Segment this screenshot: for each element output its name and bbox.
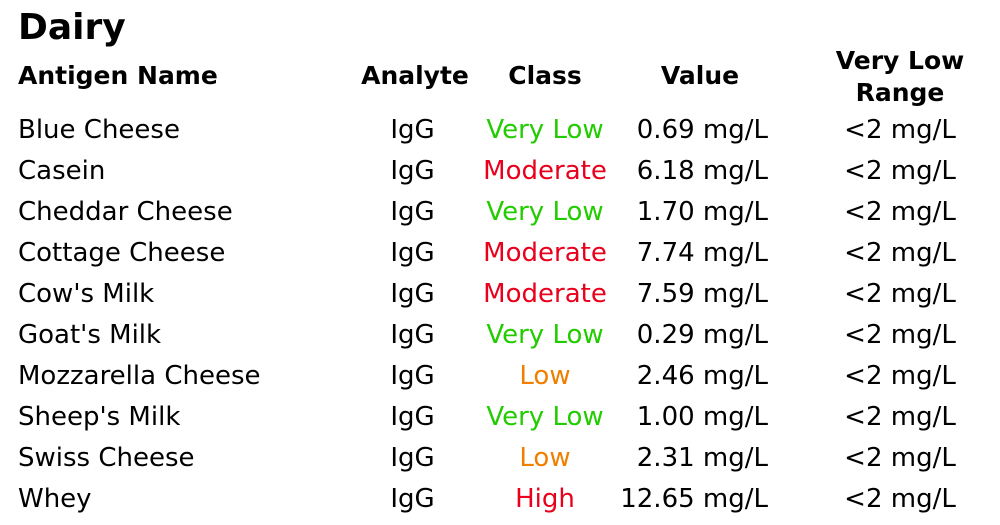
header-analyte: Analyte [361,61,469,90]
header-class: Class [508,61,582,90]
analyte-cell: IgG [390,197,435,227]
header-range-line2: Range [855,78,945,107]
class-cell: Moderate [483,279,607,309]
class-cell: Low [519,361,571,391]
table-row: Casein IgG Moderate 6.18 mg/L <2 mg/L [0,151,1000,192]
value-cell: 12.65 mg/L [620,484,768,514]
table-row: Sheep's Milk IgG Very Low 1.00 mg/L <2 m… [0,397,1000,438]
table-row: Goat's Milk IgG Very Low 0.29 mg/L <2 mg… [0,315,1000,356]
results-table-body: Blue Cheese IgG Very Low 0.69 mg/L <2 mg… [0,110,1000,520]
class-cell: Very Low [486,115,604,145]
analyte-cell: IgG [390,279,435,309]
range-cell: <2 mg/L [844,484,956,514]
antigen-name-cell: Sheep's Milk [18,402,181,432]
analyte-cell: IgG [390,156,435,186]
analyte-cell: IgG [390,361,435,391]
antigen-name-cell: Cheddar Cheese [18,197,233,227]
analyte-cell: IgG [390,238,435,268]
class-cell: High [515,484,575,514]
value-cell: 7.74 mg/L [636,238,768,268]
antigen-name-cell: Swiss Cheese [18,443,195,473]
analyte-cell: IgG [390,320,435,350]
range-cell: <2 mg/L [844,115,956,145]
header-range-line1: Very Low [835,46,965,75]
antigen-name-cell: Cottage Cheese [18,238,226,268]
range-cell: <2 mg/L [844,197,956,227]
value-cell: 0.29 mg/L [636,320,768,350]
range-cell: <2 mg/L [844,320,956,350]
table-row: Mozzarella Cheese IgG Low 2.46 mg/L <2 m… [0,356,1000,397]
analyte-cell: IgG [390,115,435,145]
range-cell: <2 mg/L [844,156,956,186]
value-cell: 6.18 mg/L [636,156,768,186]
antigen-name-cell: Casein [18,156,106,186]
class-cell: Very Low [486,402,604,432]
table-row: Cottage Cheese IgG Moderate 7.74 mg/L <2… [0,233,1000,274]
antigen-name-cell: Cow's Milk [18,279,155,309]
header-very-low-range: Very Low Range [810,45,990,109]
antigen-name-cell: Whey [18,484,92,514]
class-cell: Low [519,443,571,473]
value-cell: 0.69 mg/L [636,115,768,145]
range-cell: <2 mg/L [844,279,956,309]
range-cell: <2 mg/L [844,361,956,391]
antigen-name-cell: Mozzarella Cheese [18,361,261,391]
table-row: Swiss Cheese IgG Low 2.31 mg/L <2 mg/L [0,438,1000,479]
range-cell: <2 mg/L [844,402,956,432]
value-cell: 7.59 mg/L [636,279,768,309]
table-row: Cow's Milk IgG Moderate 7.59 mg/L <2 mg/… [0,274,1000,315]
table-row: Whey IgG High 12.65 mg/L <2 mg/L [0,479,1000,520]
value-cell: 2.31 mg/L [636,443,768,473]
antigen-name-cell: Blue Cheese [18,115,180,145]
antigen-name-cell: Goat's Milk [18,320,162,350]
class-cell: Moderate [483,156,607,186]
header-antigen-name: Antigen Name [18,61,218,90]
class-cell: Moderate [483,238,607,268]
analyte-cell: IgG [390,443,435,473]
class-cell: Very Low [486,197,604,227]
value-cell: 2.46 mg/L [636,361,768,391]
table-row: Blue Cheese IgG Very Low 0.69 mg/L <2 mg… [0,110,1000,151]
section-title: Dairy [18,7,126,48]
range-cell: <2 mg/L [844,238,956,268]
value-cell: 1.70 mg/L [636,197,768,227]
analyte-cell: IgG [390,484,435,514]
range-cell: <2 mg/L [844,443,956,473]
table-row: Cheddar Cheese IgG Very Low 1.70 mg/L <2… [0,192,1000,233]
analyte-cell: IgG [390,402,435,432]
header-value: Value [660,61,740,90]
class-cell: Very Low [486,320,604,350]
value-cell: 1.00 mg/L [636,402,768,432]
